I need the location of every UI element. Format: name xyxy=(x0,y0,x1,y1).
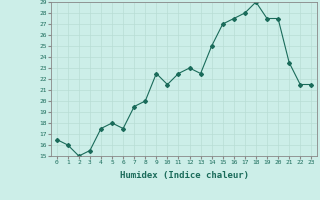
X-axis label: Humidex (Indice chaleur): Humidex (Indice chaleur) xyxy=(119,171,249,180)
